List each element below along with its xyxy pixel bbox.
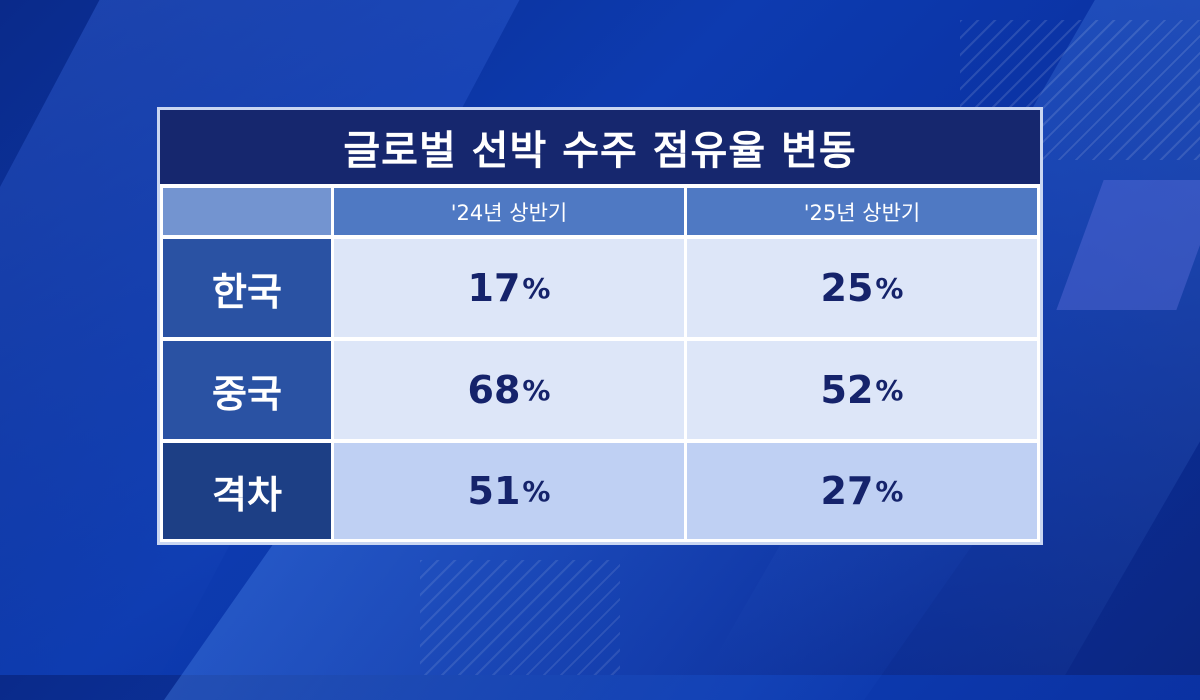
row-label: 한국 [163,239,331,337]
cell-value: 17 [467,266,521,310]
cell-value: 51 [467,469,521,513]
background-shape [1056,180,1200,310]
table-cell: 17% [334,239,684,337]
table-cell: 51% [334,443,684,539]
share-table: '24년 상반기 '25년 상반기 한국 17% 25% 중국 68% 52% … [163,188,1037,539]
cell-unit: % [522,474,551,508]
cell-value: 25 [820,266,874,310]
header-corner-cell [163,188,331,235]
table-cell: 27% [687,443,1037,539]
cell-value: 52 [820,368,874,412]
column-header: '25년 상반기 [687,188,1037,235]
cell-value: 68 [467,368,521,412]
column-header: '24년 상반기 [334,188,684,235]
background-stripes [420,560,620,675]
table-panel: 글로벌 선박 수주 점유율 변동 '24년 상반기 '25년 상반기 한국 17… [157,107,1043,545]
cell-unit: % [875,474,904,508]
cell-unit: % [875,373,904,407]
row-label: 격차 [163,443,331,539]
row-label: 중국 [163,341,331,439]
cell-unit: % [522,373,551,407]
cell-unit: % [522,271,551,305]
cell-unit: % [875,271,904,305]
table-cell: 25% [687,239,1037,337]
table-cell: 68% [334,341,684,439]
cell-value: 27 [820,469,874,513]
table-cell: 52% [687,341,1037,439]
background-shape [163,540,977,700]
table-title: 글로벌 선박 수주 점유율 변동 [160,110,1040,184]
